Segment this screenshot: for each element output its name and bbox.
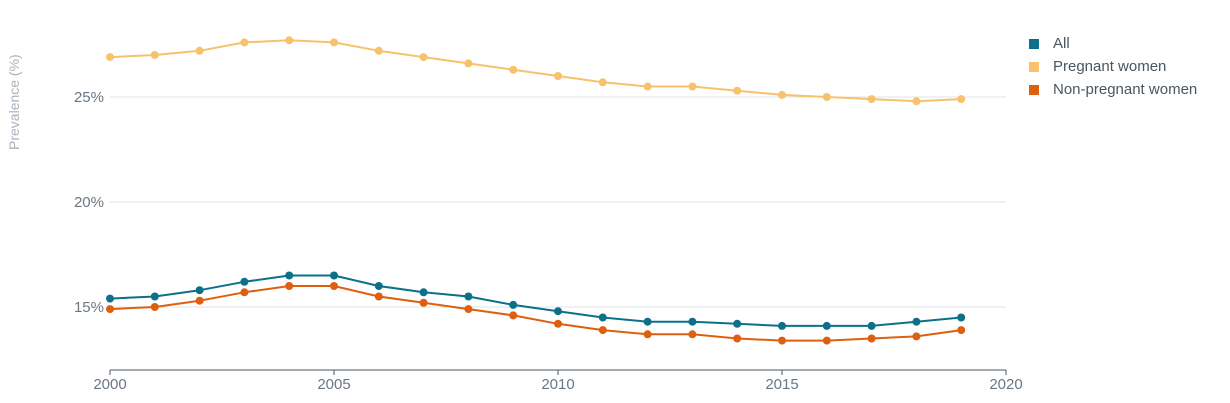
data-point-non-pregnant-women-2005 bbox=[330, 282, 338, 290]
data-point-all-2003 bbox=[240, 277, 249, 286]
data-point-all-2007 bbox=[419, 288, 428, 297]
data-point-all-2002 bbox=[195, 286, 204, 295]
data-point-all-2009 bbox=[509, 300, 518, 309]
data-point-non-pregnant-women-2008 bbox=[464, 305, 473, 314]
x-tick-label-2005: 2005 bbox=[317, 376, 350, 393]
legend-swatch-pregnant-women bbox=[1029, 61, 1039, 72]
legend-item-pregnant-women[interactable]: Pregnant women bbox=[1029, 55, 1197, 78]
y-tick-label-25: 25% bbox=[74, 89, 104, 106]
data-point-pregnant-women-2008 bbox=[464, 59, 473, 68]
data-point-non-pregnant-women-2010 bbox=[554, 319, 562, 328]
data-point-all-2017 bbox=[867, 321, 876, 330]
data-point-non-pregnant-women-2003 bbox=[240, 288, 249, 297]
data-point-pregnant-women-2015 bbox=[778, 90, 786, 99]
data-point-non-pregnant-women-2015 bbox=[778, 336, 786, 345]
data-point-non-pregnant-women-2006 bbox=[374, 292, 383, 301]
data-point-non-pregnant-women-2017 bbox=[867, 334, 876, 343]
legend: All Pregnant women Non-pregnant women bbox=[1029, 32, 1197, 101]
x-tick-labels: 2000 2005 2010 2015 2020 bbox=[93, 376, 1022, 393]
data-point-pregnant-women-2003 bbox=[240, 38, 249, 47]
data-point-pregnant-women-2004 bbox=[285, 36, 294, 45]
data-point-pregnant-women-2013 bbox=[688, 82, 697, 91]
x-tick-label-2015: 2015 bbox=[765, 376, 798, 393]
data-point-all-2001 bbox=[150, 292, 159, 301]
data-point-pregnant-women-2016 bbox=[822, 93, 831, 101]
legend-swatch-all bbox=[1029, 38, 1039, 49]
data-point-pregnant-women-2017 bbox=[867, 95, 876, 104]
data-point-non-pregnant-women-2019 bbox=[957, 326, 966, 335]
data-point-non-pregnant-women-2002 bbox=[195, 296, 204, 305]
series-line-non-pregnant-women bbox=[109, 285, 962, 342]
legend-item-all[interactable]: All bbox=[1029, 32, 1197, 55]
data-point-pregnant-women-2012 bbox=[643, 82, 652, 91]
series-line-pregnant-women bbox=[109, 39, 962, 103]
data-point-non-pregnant-women-2004 bbox=[285, 282, 294, 290]
legend-label-non-pregnant-women: Non-pregnant women bbox=[1053, 81, 1198, 98]
data-point-pregnant-women-2011 bbox=[598, 78, 607, 87]
x-axis bbox=[109, 369, 1007, 375]
data-point-non-pregnant-women-2000 bbox=[106, 305, 114, 314]
data-point-pregnant-women-2007 bbox=[419, 53, 428, 62]
x-tick-label-2010: 2010 bbox=[541, 376, 574, 393]
data-point-all-2011 bbox=[598, 313, 607, 322]
data-point-non-pregnant-women-2012 bbox=[643, 330, 652, 339]
data-point-all-2010 bbox=[554, 307, 562, 316]
data-point-pregnant-women-2005 bbox=[330, 38, 338, 47]
legend-swatch-non-pregnant-women bbox=[1029, 84, 1039, 95]
legend-item-non-pregnant-women[interactable]: Non-pregnant women bbox=[1029, 78, 1197, 101]
data-point-non-pregnant-women-2007 bbox=[419, 298, 428, 307]
data-point-all-2015 bbox=[778, 321, 786, 330]
series-points bbox=[106, 36, 966, 345]
data-point-pregnant-women-2018 bbox=[912, 97, 921, 106]
data-point-pregnant-women-2019 bbox=[957, 95, 966, 104]
data-point-pregnant-women-2006 bbox=[374, 46, 383, 55]
gridlines bbox=[110, 96, 1006, 308]
data-point-non-pregnant-women-2001 bbox=[150, 303, 159, 311]
data-point-non-pregnant-women-2011 bbox=[598, 326, 607, 335]
data-point-pregnant-women-2010 bbox=[554, 72, 562, 80]
y-tick-label-20: 20% bbox=[74, 194, 104, 211]
data-point-non-pregnant-women-2014 bbox=[733, 334, 742, 343]
data-point-all-2013 bbox=[688, 317, 697, 326]
data-point-pregnant-women-2014 bbox=[733, 86, 742, 95]
series-lines bbox=[109, 39, 962, 342]
data-point-all-2000 bbox=[106, 294, 114, 303]
data-point-pregnant-women-2009 bbox=[509, 65, 518, 74]
data-point-all-2012 bbox=[643, 317, 652, 326]
data-point-all-2008 bbox=[464, 292, 473, 301]
x-tick-label-2020: 2020 bbox=[989, 376, 1022, 393]
legend-label-pregnant-women: Pregnant women bbox=[1053, 58, 1167, 75]
data-point-all-2019 bbox=[957, 313, 966, 322]
x-tick-label-2000: 2000 bbox=[93, 376, 126, 393]
data-point-all-2014 bbox=[733, 319, 742, 328]
legend-label-all: All bbox=[1053, 35, 1070, 52]
data-point-non-pregnant-women-2016 bbox=[822, 336, 831, 345]
y-tick-label-15: 15% bbox=[74, 299, 104, 316]
data-point-non-pregnant-women-2018 bbox=[912, 332, 921, 341]
data-point-non-pregnant-women-2013 bbox=[688, 330, 697, 339]
data-point-non-pregnant-women-2009 bbox=[509, 311, 518, 320]
data-point-all-2006 bbox=[374, 282, 383, 290]
data-point-all-2016 bbox=[822, 321, 831, 330]
data-point-all-2005 bbox=[330, 271, 338, 280]
data-point-pregnant-women-2000 bbox=[106, 53, 114, 62]
series-line-all bbox=[109, 274, 962, 327]
data-point-all-2018 bbox=[912, 317, 921, 326]
y-tick-labels: 15% 20% 25% bbox=[74, 89, 104, 316]
y-axis-label: Prevalence (%) bbox=[6, 54, 22, 150]
data-point-all-2004 bbox=[285, 271, 294, 280]
data-point-pregnant-women-2001 bbox=[150, 51, 159, 59]
data-point-pregnant-women-2002 bbox=[195, 46, 204, 55]
